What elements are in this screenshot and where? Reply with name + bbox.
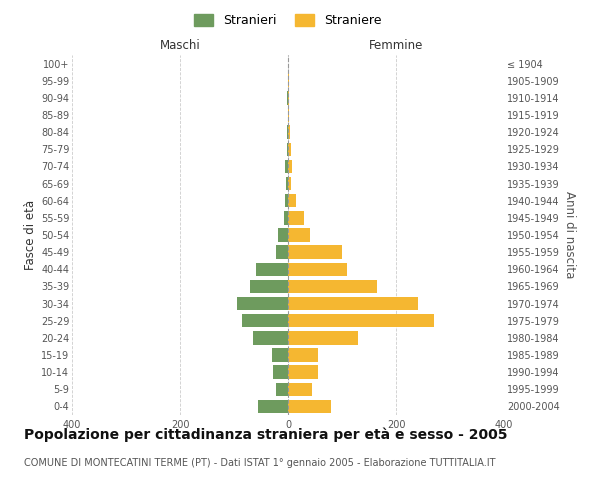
Bar xyxy=(288,160,292,173)
Legend: Stranieri, Straniere: Stranieri, Straniere xyxy=(190,8,386,32)
Bar xyxy=(287,142,288,156)
Y-axis label: Anni di nascita: Anni di nascita xyxy=(563,192,577,278)
Bar xyxy=(288,228,310,241)
Bar xyxy=(242,314,288,328)
Bar xyxy=(288,194,296,207)
Bar xyxy=(273,366,288,379)
Bar xyxy=(288,262,347,276)
Bar xyxy=(284,211,288,224)
Bar xyxy=(288,126,290,139)
Bar xyxy=(288,400,331,413)
Bar xyxy=(288,177,291,190)
Bar xyxy=(250,280,288,293)
Bar xyxy=(259,400,288,413)
Bar xyxy=(288,211,304,224)
Bar xyxy=(288,142,290,156)
Text: Femmine: Femmine xyxy=(369,38,423,52)
Bar xyxy=(253,331,288,344)
Bar xyxy=(288,74,289,88)
Bar xyxy=(256,262,288,276)
Bar xyxy=(236,297,288,310)
Bar xyxy=(288,331,358,344)
Bar xyxy=(286,177,288,190)
Bar xyxy=(288,314,434,328)
Bar xyxy=(276,246,288,259)
Y-axis label: Fasce di età: Fasce di età xyxy=(23,200,37,270)
Text: COMUNE DI MONTECATINI TERME (PT) - Dati ISTAT 1° gennaio 2005 - Elaborazione TUT: COMUNE DI MONTECATINI TERME (PT) - Dati … xyxy=(24,458,496,468)
Bar xyxy=(272,348,288,362)
Bar xyxy=(288,246,342,259)
Bar xyxy=(276,382,288,396)
Bar xyxy=(278,228,288,241)
Bar xyxy=(286,160,288,173)
Bar xyxy=(288,280,377,293)
Bar xyxy=(288,348,318,362)
Text: Maschi: Maschi xyxy=(160,38,200,52)
Bar xyxy=(288,91,289,104)
Bar xyxy=(286,194,288,207)
Text: Popolazione per cittadinanza straniera per età e sesso - 2005: Popolazione per cittadinanza straniera p… xyxy=(24,428,508,442)
Bar xyxy=(288,382,313,396)
Bar xyxy=(288,366,318,379)
Bar xyxy=(288,297,418,310)
